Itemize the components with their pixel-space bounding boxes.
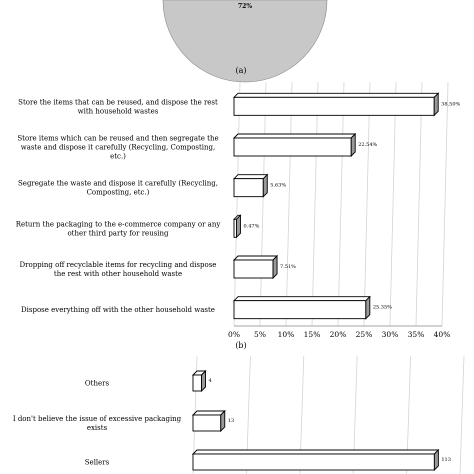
x-tick-label: 10%	[278, 330, 295, 339]
category-label: Sellers	[85, 459, 110, 467]
caption-a: (a)	[235, 66, 246, 75]
chart-c-bars: 4 13 113	[191, 369, 451, 472]
bar	[232, 214, 242, 239]
x-tick-label: 40%	[434, 330, 451, 339]
category-label: Store items which can be reused and then…	[17, 135, 218, 161]
category-label: Return the packaging to the e-commerce c…	[16, 220, 221, 237]
data-label: 7.51%	[280, 264, 296, 270]
pie-chart-a: 72%	[162, 0, 328, 83]
x-tick-label: 0%	[228, 330, 240, 339]
x-tick-label: 20%	[330, 330, 347, 339]
bar-front-face	[233, 96, 435, 116]
bar-side-face	[201, 369, 206, 393]
bar	[232, 132, 357, 158]
x-tick-label: 35%	[408, 330, 425, 339]
gridline	[363, 81, 371, 327]
bar	[232, 92, 440, 117]
bar-side-face	[365, 295, 371, 320]
bar-front-face	[192, 374, 202, 392]
chart-c-category-labels: Others I don't believe the issue of exces…	[13, 380, 182, 467]
bar-side-face	[220, 409, 226, 433]
bar-top-face	[191, 410, 226, 416]
bar-front-face	[233, 300, 367, 320]
bar	[232, 254, 279, 280]
chart-b-category-labels: Store the items that can be reused, and …	[16, 98, 221, 314]
chart-b-tick-labels: 0% 5% 10% 15% 20% 25% 30% 35% 40%	[228, 330, 450, 339]
gridline	[415, 81, 423, 327]
gridline	[337, 81, 345, 327]
bar	[191, 409, 226, 433]
bar-top-face	[232, 255, 279, 261]
caption-b: (b)	[235, 341, 246, 350]
data-label: 4	[209, 378, 212, 384]
category-label: Segregate the waste and dispose it caref…	[18, 180, 218, 197]
gridline	[285, 81, 293, 327]
bar-chart-c: 4 13 113 Others I don't believe the issue o…	[13, 355, 465, 474]
bar-side-face	[272, 254, 278, 280]
data-label: 25.35%	[373, 305, 392, 311]
category-label: Dispose everything off with the other ho…	[21, 306, 215, 314]
bar-front-face	[192, 414, 222, 432]
x-tick-label: 5%	[254, 330, 266, 339]
pie-slice-label: 72%	[238, 3, 252, 10]
bar-front-face	[192, 453, 435, 471]
bar-top-face	[232, 174, 269, 180]
category-label: Dropping off recyclable items for recycl…	[20, 261, 217, 278]
x-tick-label: 15%	[304, 330, 321, 339]
category-label: I don't believe the issue of excessive p…	[13, 415, 182, 432]
data-label: 38.50%	[441, 101, 460, 107]
bar-top-face	[232, 296, 371, 302]
data-label: 5.63%	[270, 183, 286, 189]
gridline	[389, 81, 397, 327]
chart-b-gridlines	[233, 81, 449, 327]
bar-chart-b: 38.50% 22.54% 5.63% 0.47% 7.51% 25.35% Store …	[16, 81, 461, 339]
category-label: Others	[85, 380, 110, 388]
gridline	[259, 81, 267, 327]
chart-b-bars: 38.50% 22.54% 5.63% 0.47% 7.51% 25.35%	[232, 92, 461, 320]
pie-slice	[162, 0, 328, 83]
category-label: Store the items that can be reused, and …	[18, 98, 218, 115]
bar	[191, 448, 440, 472]
bar-side-face	[433, 448, 439, 472]
data-label: 22.54%	[358, 142, 377, 148]
bar-top-face	[191, 449, 440, 455]
bar-front-face	[233, 137, 352, 157]
bar-side-face	[433, 92, 439, 117]
bar-front-face	[233, 259, 274, 279]
data-label: 113	[441, 457, 451, 463]
gridline	[311, 81, 319, 327]
x-tick-label: 30%	[382, 330, 399, 339]
bar-top-face	[232, 133, 357, 139]
gridline	[233, 81, 241, 327]
bar-side-face	[262, 173, 268, 198]
gridline	[459, 355, 465, 474]
x-tick-label: 25%	[356, 330, 373, 339]
bar-side-face	[350, 132, 356, 158]
gridline	[441, 81, 449, 327]
bar	[232, 173, 269, 198]
bar-front-face	[233, 178, 264, 198]
bar	[232, 295, 371, 320]
data-label: 0.47%	[243, 223, 259, 229]
bar-top-face	[232, 92, 440, 98]
data-label: 13	[228, 418, 234, 424]
bar	[191, 369, 207, 393]
bar-side-face	[235, 214, 241, 239]
